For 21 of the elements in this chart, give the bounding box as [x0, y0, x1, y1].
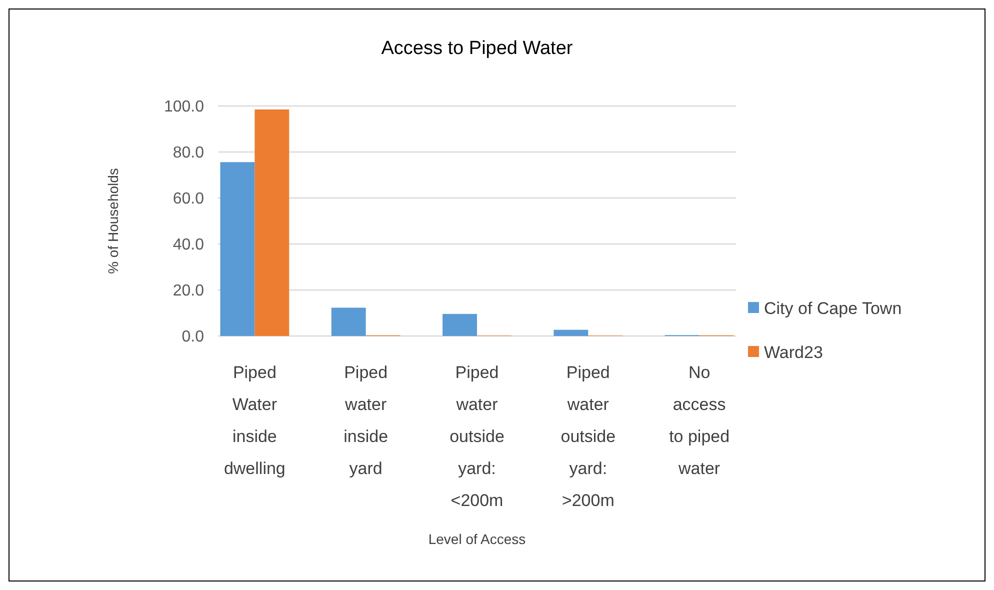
bar — [442, 314, 477, 336]
bar — [254, 109, 290, 336]
bar — [554, 330, 588, 336]
x-tick-label: No access to piped water — [669, 363, 730, 478]
bar — [220, 162, 255, 336]
y-tick-label: 20.0 — [172, 282, 204, 300]
x-tick-label: Piped water outside yard: >200m — [560, 363, 616, 510]
legend-label: City of Cape Town — [764, 298, 902, 318]
y-tick-label: 60.0 — [172, 190, 204, 208]
x-axis-title: Level of Access — [428, 531, 526, 547]
y-axis-title: % of Households — [105, 168, 121, 274]
legend-label: Ward23 — [764, 342, 823, 362]
y-tick-label: 80.0 — [172, 144, 204, 162]
x-tick-label: Piped water inside yard — [344, 363, 388, 478]
chart-title: Access to Piped Water — [381, 38, 574, 59]
y-tick-label: 40.0 — [172, 236, 204, 254]
x-tick-label: Piped water outside yard: <200m — [450, 363, 504, 510]
y-tick-label: 0.0 — [182, 328, 204, 346]
bar — [331, 308, 366, 336]
x-tick-label: Piped Water inside dwelling — [224, 363, 286, 478]
y-tick-label: 100.0 — [164, 98, 204, 116]
